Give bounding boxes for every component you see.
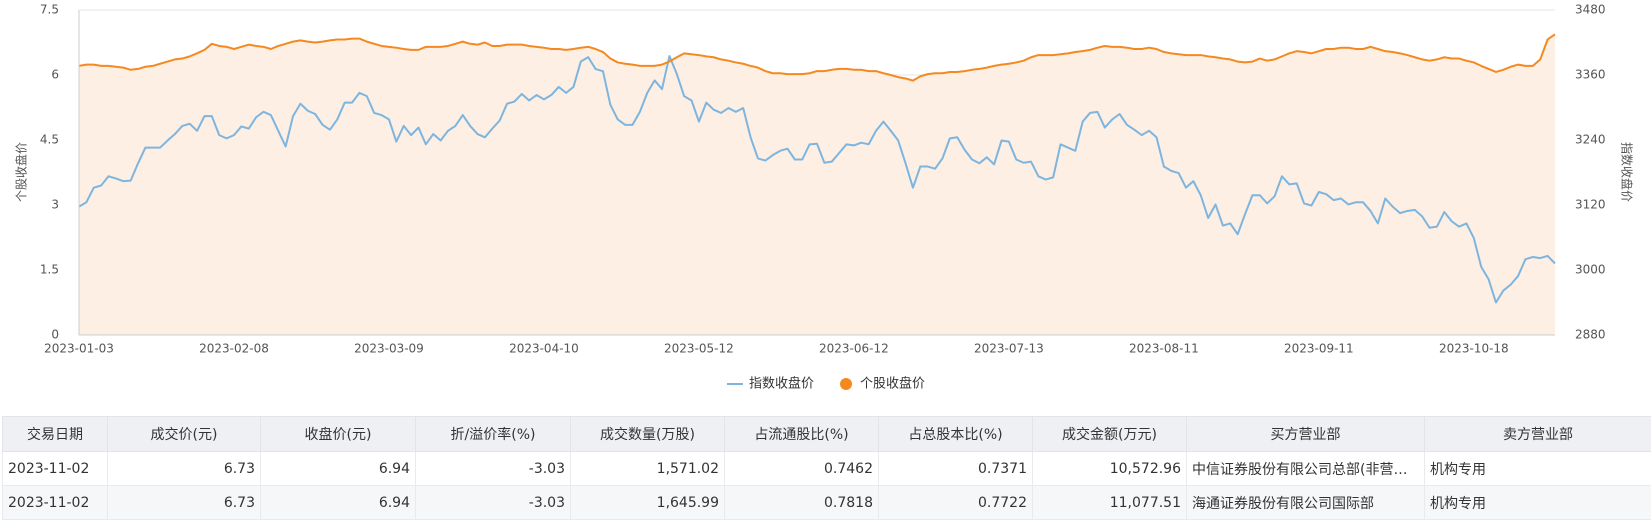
chart: 个股收盘价 指数收盘价 0 1.5 3 4.5 6 7.5 2880 3000 3120 3240… [0, 0, 1651, 412]
x-tick-label: 2023-04-10 [509, 342, 579, 356]
y-tick-label: 3 [51, 198, 59, 212]
column-header: 卖方营业部 [1425, 417, 1651, 452]
y-tick-label: 4.5 [40, 133, 59, 147]
table-cell: -3.03 [416, 486, 571, 520]
legend-marker [840, 378, 852, 390]
table-cell: 1,645.99 [571, 486, 725, 520]
y-tick-label: 1.5 [40, 263, 59, 277]
x-tick-label: 2023-05-12 [664, 342, 734, 356]
y-tick-label: 6 [51, 68, 59, 82]
table-cell: 0.7722 [879, 486, 1033, 520]
column-header: 成交数量(万股) [571, 417, 725, 452]
x-tick-label: 2023-02-08 [199, 342, 269, 356]
table-cell: 中信证券股份有限公司总部(非营… [1187, 452, 1425, 486]
y2-tick-label: 3000 [1575, 263, 1606, 277]
x-tick-label: 2023-07-13 [974, 342, 1044, 356]
table-cell: 6.73 [108, 452, 261, 486]
y2-tick-label: 3240 [1575, 133, 1606, 147]
x-tick-label: 2023-10-18 [1439, 342, 1509, 356]
column-header: 交易日期 [3, 417, 108, 452]
table-cell: 2023-11-02 [3, 452, 108, 486]
legend-label: 个股收盘价 [860, 376, 925, 392]
header-row: 交易日期成交价(元)收盘价(元)折/溢价率(%)成交数量(万股)占流通股比(%)… [3, 417, 1651, 452]
table-cell: 0.7371 [879, 452, 1033, 486]
table-cell: 6.94 [261, 486, 416, 520]
table-cell: 海通证券股份有限公司国际部 [1187, 486, 1425, 520]
area [79, 34, 1555, 335]
y2-tick-label: 3360 [1575, 68, 1606, 82]
column-header: 折/溢价率(%) [416, 417, 571, 452]
y2-tick-label: 3120 [1575, 198, 1606, 212]
table-cell: -3.03 [416, 452, 571, 486]
table-cell: 1,571.02 [571, 452, 725, 486]
table-cell: 6.73 [108, 486, 261, 520]
column-header: 成交价(元) [108, 417, 261, 452]
y-axis-label: 个股收盘价 [14, 142, 29, 202]
x-tick-label: 2023-06-12 [819, 342, 889, 356]
column-header: 占总股本比(%) [879, 417, 1033, 452]
y-tick-label: 7.5 [40, 3, 59, 17]
y-tick-label: 0 [51, 328, 59, 342]
table-cell: 机构专用 [1425, 452, 1651, 486]
y2-tick-label: 2880 [1575, 328, 1606, 342]
table-cell: 2023-11-02 [3, 486, 108, 520]
table-cell: 10,572.96 [1033, 452, 1187, 486]
column-header: 买方营业部 [1187, 417, 1425, 452]
x-tick-label: 2023-03-09 [354, 342, 424, 356]
table-cell: 机构专用 [1425, 486, 1651, 520]
table-cell: 11,077.51 [1033, 486, 1187, 520]
x-tick-label: 2023-01-03 [44, 342, 114, 356]
x-tick-label: 2023-08-11 [1129, 342, 1199, 356]
table-cell: 6.94 [261, 452, 416, 486]
trade-table: 交易日期成交价(元)收盘价(元)折/溢价率(%)成交数量(万股)占流通股比(%)… [2, 416, 1651, 520]
column-header: 成交金额(万元) [1033, 417, 1187, 452]
x-tick-label: 2023-09-11 [1284, 342, 1354, 356]
table-cell: 0.7818 [725, 486, 879, 520]
y2-axis-label: 指数收盘价 [1620, 142, 1635, 202]
legend-label: 指数收盘价 [749, 376, 814, 392]
y2-tick-label: 3480 [1575, 3, 1606, 17]
column-header: 收盘价(元) [261, 417, 416, 452]
column-header: 占流通股比(%) [725, 417, 879, 452]
table-cell: 0.7462 [725, 452, 879, 486]
